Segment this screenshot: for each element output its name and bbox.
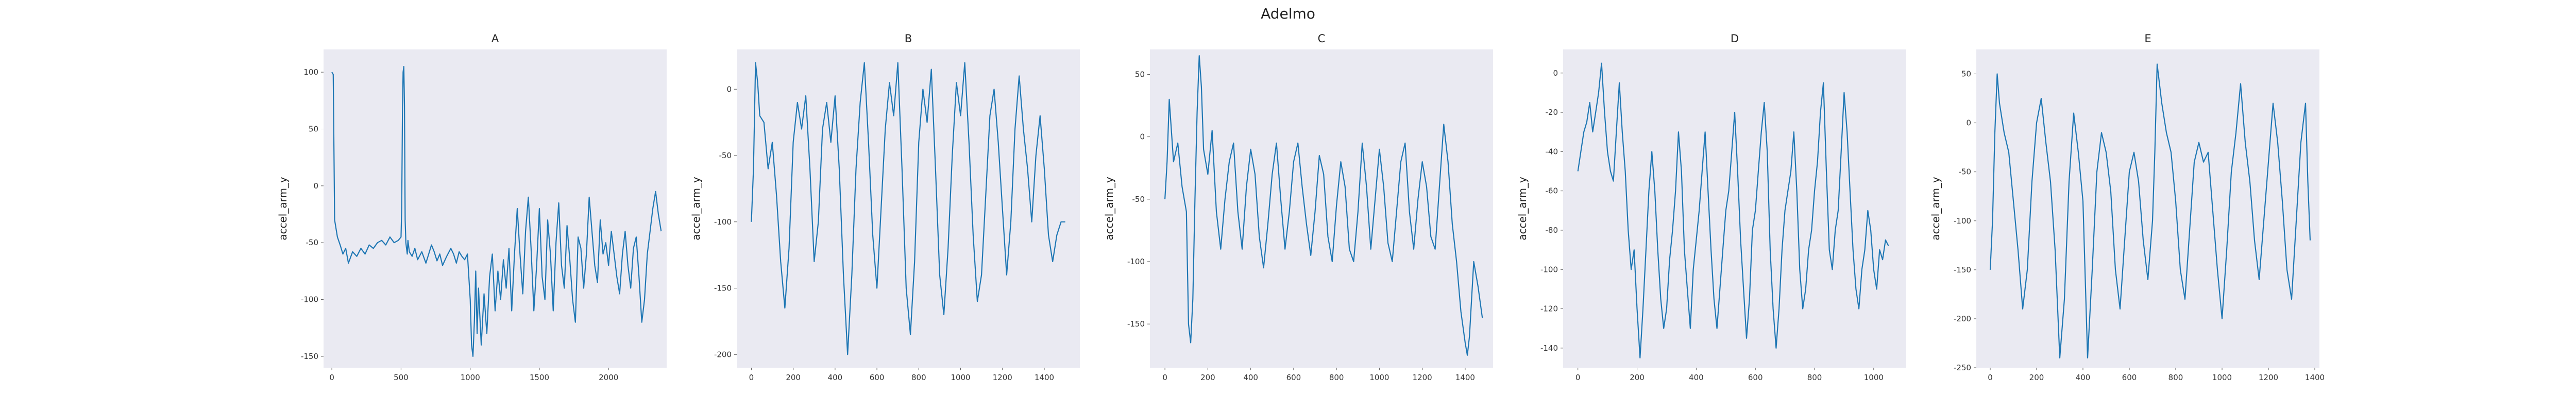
y-tick-label-b: -150 (714, 284, 732, 293)
x-tick-label-b: 1000 (951, 373, 970, 382)
plot-area-e (1976, 49, 2319, 368)
y-tick-label-d: -140 (1540, 344, 1558, 353)
x-tick-label-d: 0 (1575, 373, 1581, 382)
x-tick-label-d: 200 (1630, 373, 1645, 382)
x-tick-label-b: 200 (786, 373, 801, 382)
figure-title: Adelmo (1261, 5, 1315, 22)
x-tick-label-e: 800 (2168, 373, 2183, 382)
x-tick-label-c: 1000 (1369, 373, 1389, 382)
x-tick-label-c: 1200 (1413, 373, 1432, 382)
y-tick-label-d: -40 (1546, 147, 1558, 156)
y-tick-label-d: 0 (1553, 68, 1558, 78)
x-tick-label-e: 200 (2029, 373, 2044, 382)
series-line-a (331, 66, 662, 357)
x-tick-label-c: 800 (1329, 373, 1344, 382)
y-tick-label-e: -50 (1959, 167, 1972, 177)
series-line-e (1989, 63, 2311, 359)
panel-title-e: E (2144, 32, 2151, 45)
y-axis-label-e: accel_arm_y (1929, 177, 1942, 241)
y-axis-label-a: accel_arm_y (277, 177, 289, 241)
y-tick-label-e: -100 (1954, 216, 1971, 226)
x-tick-label-b: 0 (749, 373, 754, 382)
y-tick-label-c: 0 (1140, 132, 1145, 142)
series-line-b (751, 62, 1065, 355)
x-tick-label-c: 200 (1200, 373, 1215, 382)
x-tick-label-e: 1200 (2259, 373, 2278, 382)
x-tick-label-e: 1000 (2212, 373, 2232, 382)
plot-area-d (1563, 49, 1906, 368)
panel-title-d: D (1731, 32, 1739, 45)
y-tick-label-a: -100 (301, 295, 318, 304)
plot-area-b (737, 49, 1080, 368)
x-tick-label-c: 0 (1162, 373, 1167, 382)
y-tick-label-c: -150 (1127, 319, 1145, 329)
x-tick-label-d: 400 (1689, 373, 1704, 382)
y-tick-label-e: -150 (1954, 265, 1971, 274)
y-tick-label-d: -100 (1540, 265, 1558, 274)
x-tick-label-b: 400 (828, 373, 843, 382)
x-tick-label-e: 0 (1988, 373, 1993, 382)
y-tick-label-d: -60 (1546, 186, 1558, 196)
y-tick-label-e: 50 (1961, 70, 1971, 79)
panel-title-a: A (492, 32, 499, 45)
y-tick-label-b: -200 (714, 350, 732, 359)
y-tick-label-c: -100 (1127, 257, 1145, 266)
panel-title-c: C (1318, 32, 1326, 45)
x-tick-label-b: 1400 (1035, 373, 1054, 382)
x-tick-label-a: 1000 (461, 373, 480, 382)
series-line-c (1164, 55, 1483, 356)
y-tick-label-c: 50 (1135, 70, 1145, 79)
x-tick-label-a: 2000 (599, 373, 618, 382)
x-tick-label-c: 600 (1286, 373, 1301, 382)
x-tick-label-d: 600 (1748, 373, 1763, 382)
y-tick-label-e: -200 (1954, 314, 1971, 323)
y-tick-label-a: -50 (306, 238, 319, 247)
y-tick-label-e: 0 (1966, 118, 1971, 128)
y-tick-label-a: 100 (303, 67, 318, 77)
x-tick-label-b: 1200 (993, 373, 1012, 382)
y-tick-label-a: -150 (301, 352, 318, 361)
x-tick-label-e: 1400 (2305, 373, 2325, 382)
x-tick-label-a: 500 (394, 373, 409, 382)
plot-area-a (324, 49, 667, 368)
y-tick-label-d: -120 (1540, 304, 1558, 314)
x-tick-label-d: 1000 (1864, 373, 1884, 382)
y-tick-label-a: 50 (309, 125, 318, 134)
x-tick-label-b: 800 (911, 373, 926, 382)
y-tick-label-a: 0 (313, 181, 318, 191)
x-tick-label-a: 0 (329, 373, 334, 382)
x-tick-label-e: 400 (2076, 373, 2091, 382)
series-line-d (1577, 62, 1889, 358)
x-tick-label-a: 1500 (530, 373, 549, 382)
y-tick-label-e: -250 (1954, 363, 1971, 372)
x-tick-label-e: 600 (2122, 373, 2137, 382)
y-tick-label-d: -20 (1546, 108, 1558, 117)
plot-area-c (1150, 49, 1493, 368)
y-tick-label-c: -50 (1132, 195, 1145, 204)
y-tick-label-b: 0 (726, 84, 732, 94)
y-axis-label-c: accel_arm_y (1103, 177, 1115, 241)
y-axis-label-d: accel_arm_y (1516, 177, 1529, 241)
x-tick-label-b: 600 (870, 373, 885, 382)
x-tick-label-d: 800 (1807, 373, 1822, 382)
y-axis-label-b: accel_arm_y (690, 177, 702, 241)
panel-title-b: B (905, 32, 912, 45)
y-tick-label-d: -80 (1546, 226, 1558, 235)
x-tick-label-c: 400 (1243, 373, 1258, 382)
y-tick-label-b: -100 (714, 217, 732, 227)
y-tick-label-b: -50 (719, 151, 732, 160)
x-tick-label-c: 1400 (1455, 373, 1475, 382)
